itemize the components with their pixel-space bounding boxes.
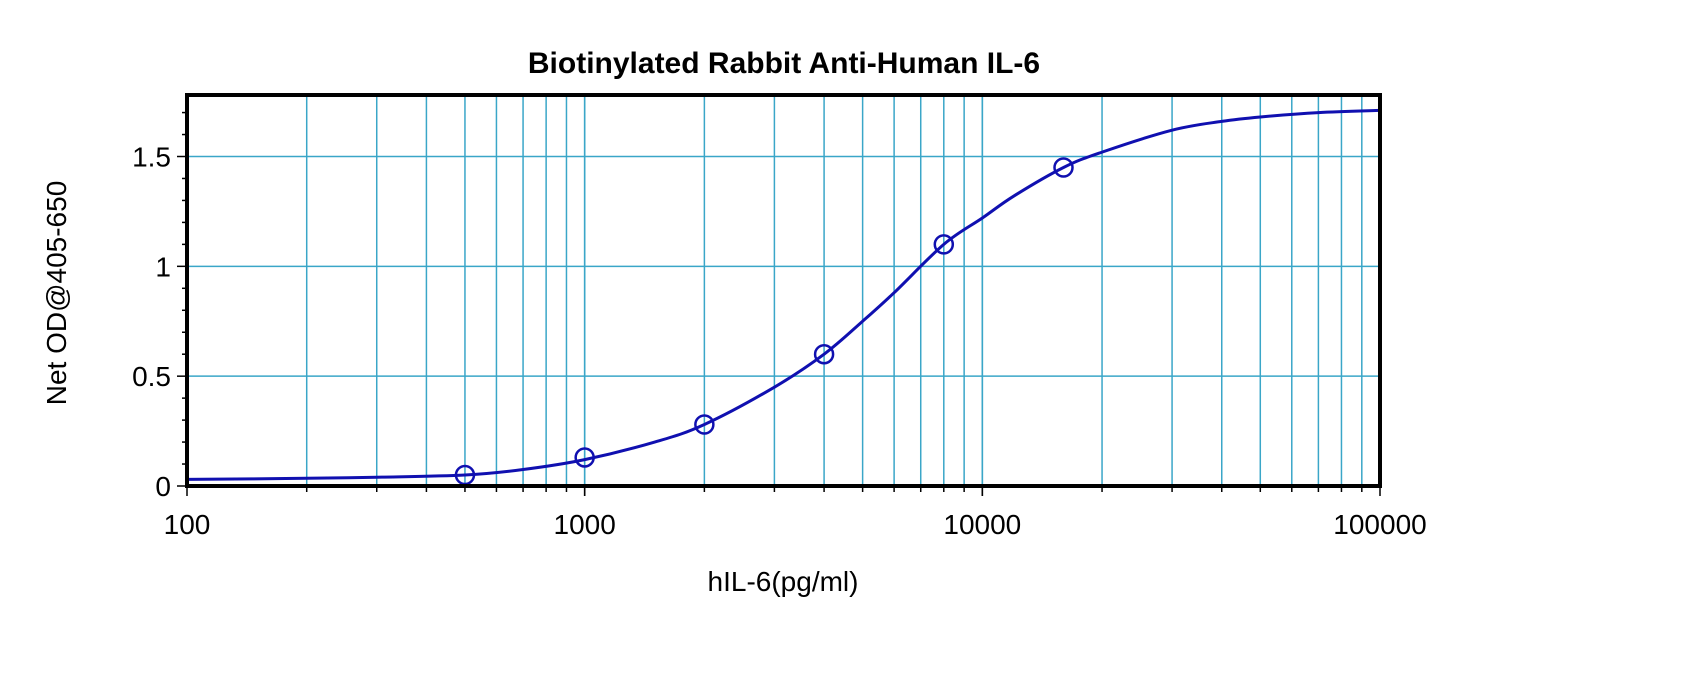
data-point: [813, 343, 835, 365]
y-tick-label: 1: [155, 251, 171, 282]
y-axis-label: Net OD@405-650: [41, 181, 72, 406]
x-axis-label: hIL-6(pg/ml): [708, 566, 859, 597]
fit-curve-layer: [186, 108, 1381, 481]
y-tick-label: 0: [155, 471, 171, 502]
data-point: [574, 447, 595, 468]
data-point: [694, 414, 715, 435]
data-points: [454, 157, 1074, 486]
plot-frame: [185, 93, 1382, 488]
data-point: [933, 234, 955, 255]
y-axis-ticks: 0 0.5 1 1.5: [132, 111, 187, 502]
x-axis-ticks: 100 1000 10000 100000: [164, 486, 1427, 540]
x-tick-label: 100: [164, 509, 211, 540]
y-tick-label: 0.5: [132, 361, 171, 392]
fit-curve-line: [186, 108, 1381, 481]
data-point: [1053, 157, 1074, 178]
grid: [187, 95, 1380, 486]
chart-title: Biotinylated Rabbit Anti-Human IL-6: [528, 47, 1040, 80]
x-tick-label: 10000: [943, 509, 1021, 540]
x-tick-label: 1000: [554, 509, 616, 540]
y-tick-label: 1.5: [132, 142, 171, 173]
x-tick-label: 100000: [1333, 509, 1426, 540]
